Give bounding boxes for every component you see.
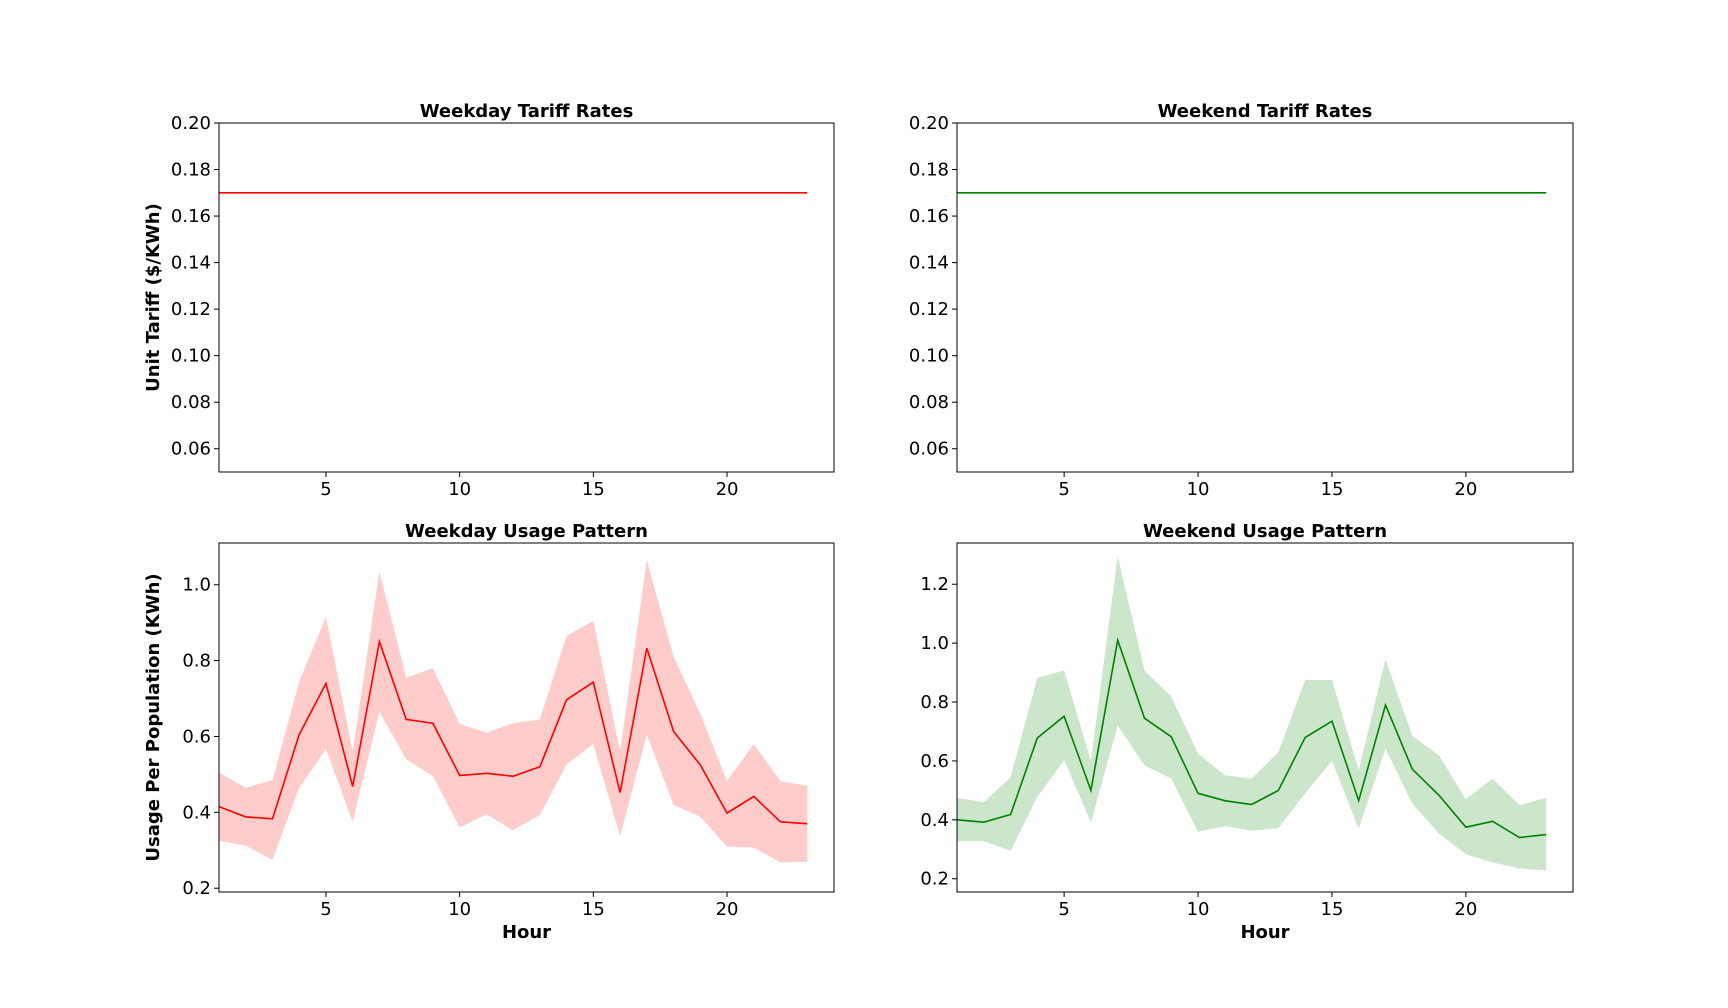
- y-tick-label: 0.20: [909, 113, 949, 134]
- x-tick-label: 10: [448, 899, 471, 920]
- y-tick-label: 0.06: [909, 439, 949, 460]
- plot-frame: [218, 122, 835, 473]
- chart-title: Weekend Usage Pattern: [1143, 521, 1387, 542]
- y-tick-label: 0.4: [182, 802, 211, 823]
- y-tick-label: 0.18: [171, 160, 211, 181]
- x-tick-label: 10: [1187, 479, 1210, 500]
- y-tick-label: 0.6: [920, 751, 949, 772]
- y-tick-label: 0.06: [171, 439, 211, 460]
- series-line: [956, 637, 1547, 839]
- chart-panel-2: 5 10 15 20 0.06 0.08 0.10 0.12 0.14 0.16 0.18 0.20 W…: [909, 101, 1574, 500]
- y-tick-label: 0.20: [171, 113, 211, 134]
- x-axis-label: Hour: [502, 922, 551, 943]
- x-tick-label: 5: [320, 479, 331, 500]
- y-axis-label: Unit Tariff ($/KWh): [143, 203, 164, 392]
- y-tick-label: 0.12: [171, 299, 211, 320]
- y-axis-label: Usage Per Population (KWh): [143, 573, 164, 861]
- x-tick-label: 10: [1187, 899, 1210, 920]
- y-tick-label: 0.12: [909, 299, 949, 320]
- plot-frame: [956, 122, 1574, 473]
- x-tick-label: 20: [716, 899, 739, 920]
- x-tick-label: 20: [1454, 899, 1477, 920]
- chart-panel-3: 5 10 15 20 0.2 0.4 0.6 0.8 1.0 Weekday Usage Patt…: [143, 521, 835, 943]
- x-tick-label: 5: [1058, 479, 1069, 500]
- plot-frame: [218, 542, 835, 893]
- y-tick-label: 0.6: [182, 726, 211, 747]
- chart-title: Weekday Tariff Rates: [420, 101, 634, 122]
- x-tick-label: 20: [716, 479, 739, 500]
- y-tick-label: 0.16: [909, 206, 949, 227]
- x-tick-label: 5: [320, 899, 331, 920]
- x-tick-label: 15: [1321, 899, 1344, 920]
- x-tick-label: 10: [448, 479, 471, 500]
- y-tick-label: 0.10: [909, 346, 949, 367]
- y-tick-label: 0.2: [182, 878, 211, 899]
- x-tick-label: 20: [1454, 479, 1477, 500]
- x-tick-label: 5: [1058, 899, 1069, 920]
- x-tick-label: 15: [1321, 479, 1344, 500]
- confidence-band: [957, 556, 1547, 871]
- y-tick-label: 0.18: [909, 160, 949, 181]
- chart-title: Weekday Usage Pattern: [405, 521, 648, 542]
- y-tick-label: 0.08: [909, 392, 949, 413]
- y-tick-label: 0.16: [171, 206, 211, 227]
- confidence-band: [219, 560, 808, 863]
- y-tick-label: 0.10: [171, 346, 211, 367]
- plot-frame: [956, 542, 1574, 893]
- y-tick-label: 1.2: [920, 574, 949, 595]
- y-tick-label: 1.0: [920, 633, 949, 654]
- chart-title: Weekend Tariff Rates: [1158, 101, 1373, 122]
- x-tick-label: 15: [582, 899, 605, 920]
- y-tick-label: 0.14: [909, 253, 949, 274]
- series-line: [218, 638, 808, 825]
- y-tick-label: 0.2: [920, 869, 949, 890]
- y-tick-label: 0.14: [171, 253, 211, 274]
- x-tick-label: 15: [582, 479, 605, 500]
- y-tick-label: 0.08: [171, 392, 211, 413]
- y-tick-label: 0.4: [920, 810, 949, 831]
- y-tick-label: 0.8: [920, 692, 949, 713]
- y-tick-label: 1.0: [182, 575, 211, 596]
- chart-panel-1: 5 10 15 20 0.06 0.08 0.10 0.12 0.14 0.16 0.18 0.20 W…: [143, 101, 835, 500]
- y-tick-label: 0.8: [182, 651, 211, 672]
- chart-panel-4: 5 10 15 20 0.2 0.4 0.6 0.8 1.0 1.2 Weekend Usage P…: [920, 521, 1574, 943]
- x-axis-label: Hour: [1240, 922, 1289, 943]
